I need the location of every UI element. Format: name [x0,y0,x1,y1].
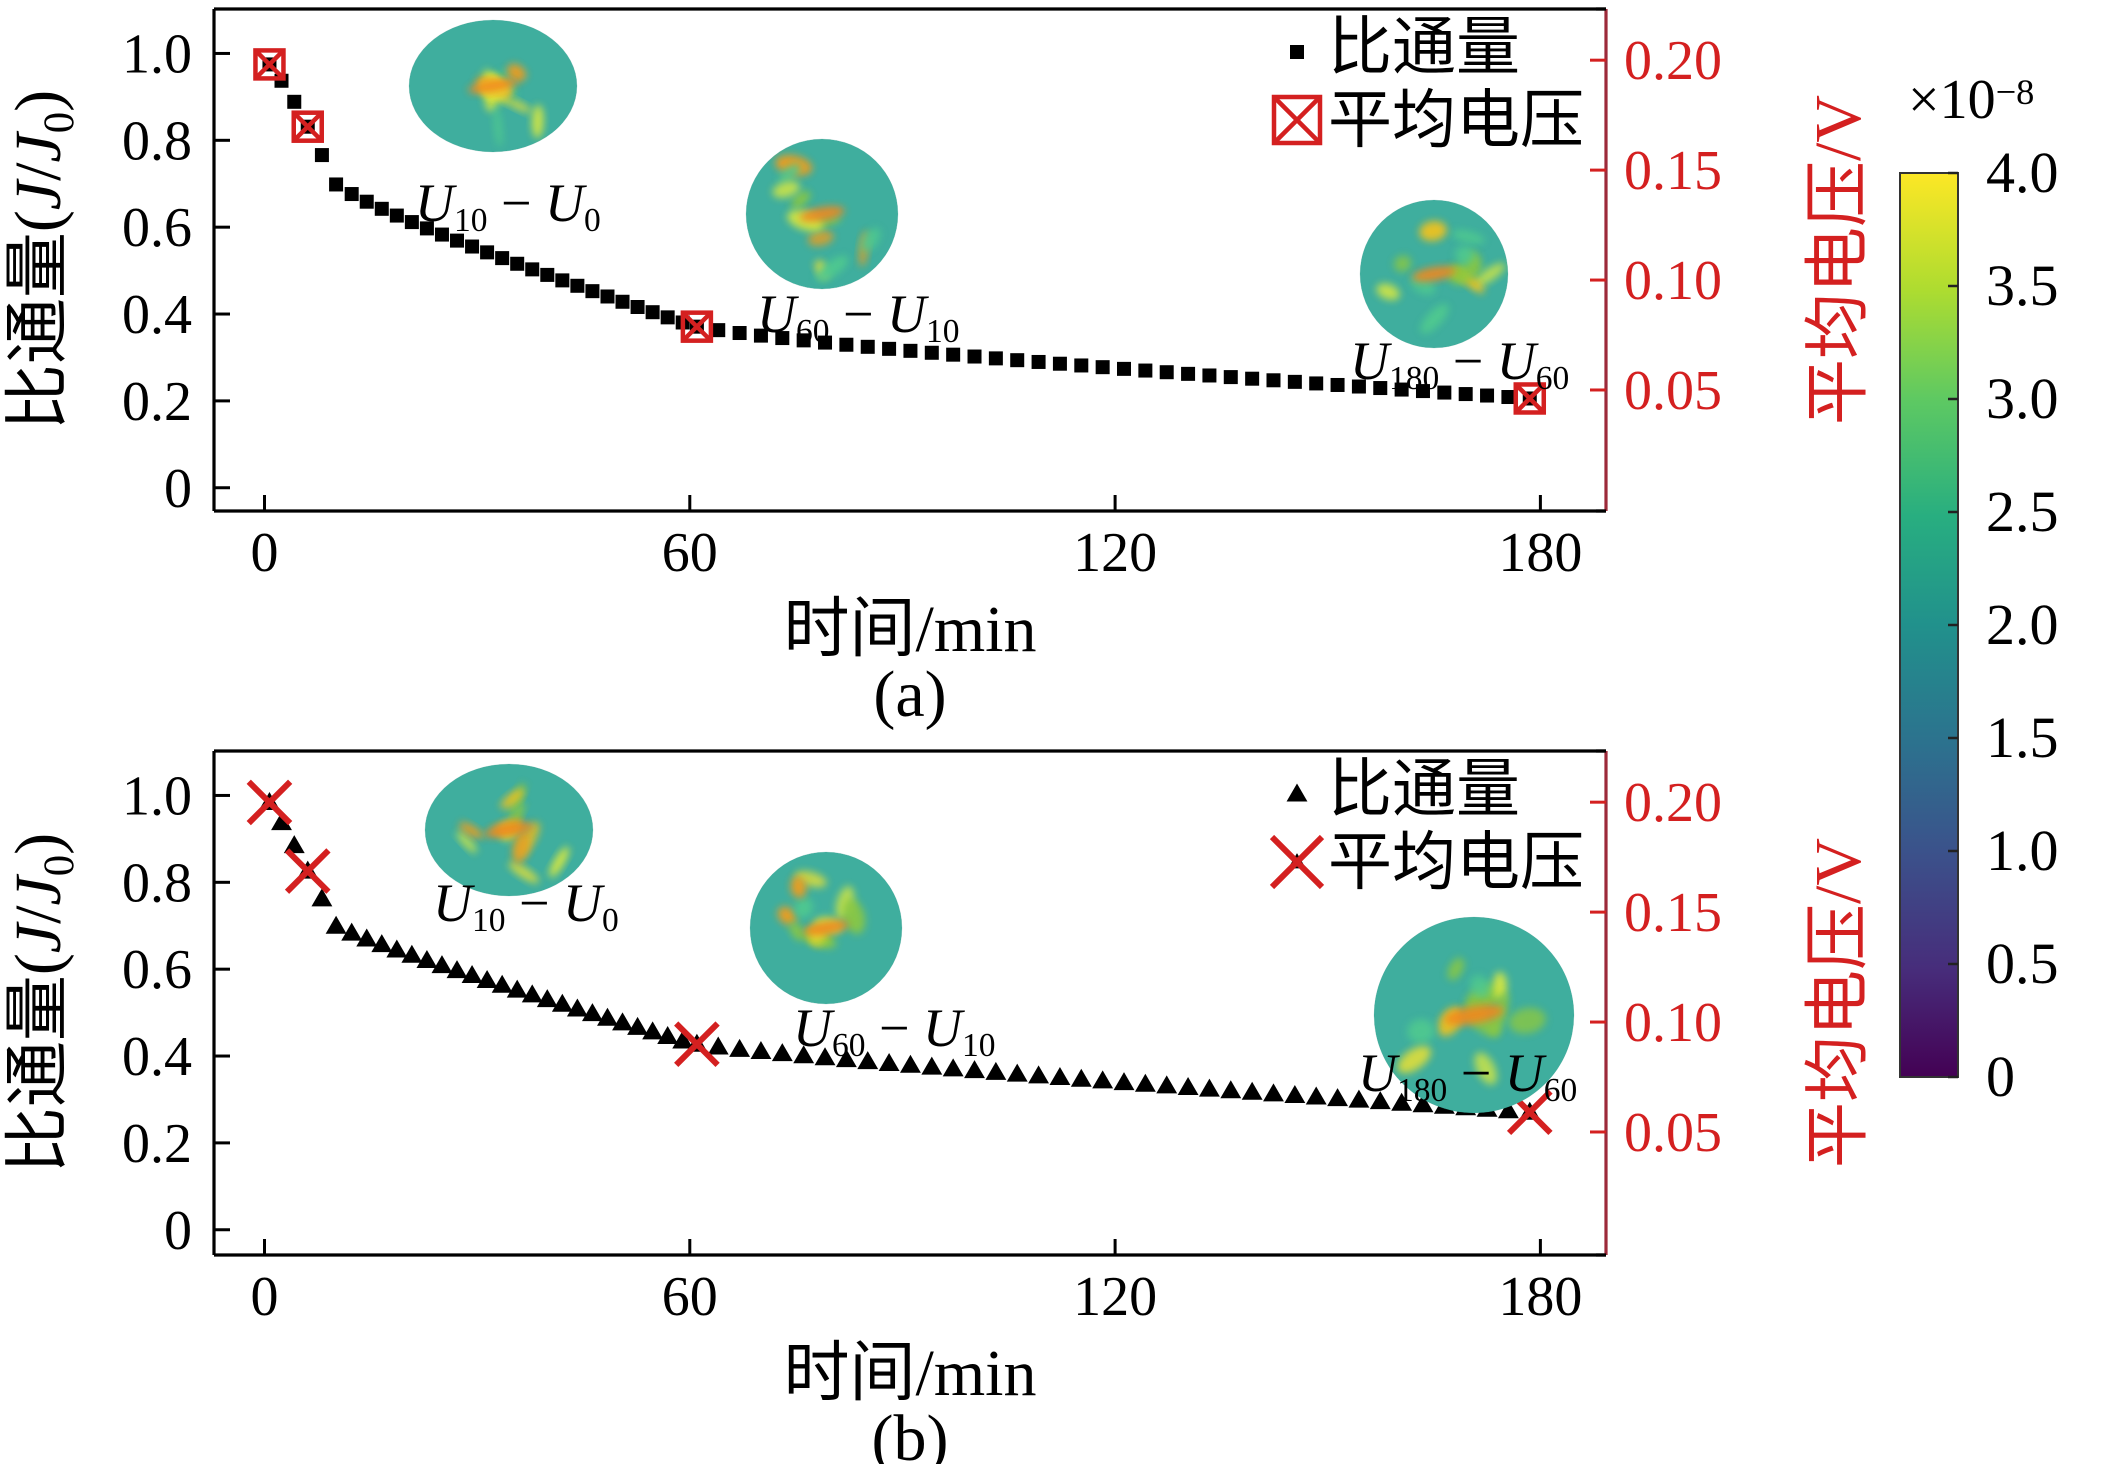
svg-text:0.20: 0.20 [1624,772,1722,834]
svg-text:0.2: 0.2 [122,371,192,433]
svg-text:1.0: 1.0 [122,765,192,827]
svg-text:0.6: 0.6 [122,197,192,259]
svg-text:平均电压/V: 平均电压/V [1802,95,1875,425]
svg-text:(b): (b) [872,1402,949,1464]
svg-text:0.8: 0.8 [122,110,192,172]
svg-text:3.0: 3.0 [1986,366,2059,431]
svg-text:时间/min: 时间/min [783,593,1036,666]
svg-text:60: 60 [662,522,718,584]
svg-text:平均电压/V: 平均电压/V [1802,838,1875,1168]
svg-text:比通量: 比通量 [1328,12,1520,83]
svg-text:0.4: 0.4 [122,1026,192,1088]
svg-text:比通量(J/J0): 比通量(J/J0) [2,833,83,1173]
svg-text:2.0: 2.0 [1986,592,2059,657]
svg-text:平均电压: 平均电压 [1328,85,1584,156]
svg-text:0.05: 0.05 [1624,1102,1722,1164]
svg-text:U10 − U0: U10 − U0 [433,873,619,939]
svg-text:U60 − U10: U60 − U10 [793,998,995,1064]
svg-text:0: 0 [164,1200,192,1262]
svg-text:0.15: 0.15 [1624,882,1722,944]
svg-text:180: 180 [1498,1266,1582,1328]
svg-text:0.15: 0.15 [1624,140,1722,202]
svg-text:120: 120 [1073,1266,1157,1328]
svg-text:0.10: 0.10 [1624,992,1722,1054]
svg-text:时间/min: 时间/min [783,1337,1036,1410]
svg-text:120: 120 [1073,522,1157,584]
svg-text:U180 − U60: U180 − U60 [1350,331,1569,397]
svg-text:1.5: 1.5 [1986,705,2059,770]
svg-text:1.0: 1.0 [122,23,192,85]
svg-text:平均电压: 平均电压 [1328,827,1584,898]
svg-text:0.20: 0.20 [1624,30,1722,92]
svg-text:0: 0 [1986,1044,2015,1109]
svg-text:2.5: 2.5 [1986,479,2059,544]
svg-text:0.10: 0.10 [1624,250,1722,312]
svg-text:0: 0 [251,522,279,584]
svg-text:比通量(J/J0): 比通量(J/J0) [2,90,83,430]
svg-text:0.4: 0.4 [122,284,192,346]
svg-text:0.2: 0.2 [122,1113,192,1175]
svg-text:60: 60 [662,1266,718,1328]
svg-text:1.0: 1.0 [1986,818,2059,883]
svg-text:3.5: 3.5 [1986,253,2059,318]
svg-text:(a): (a) [873,658,946,731]
svg-text:180: 180 [1498,522,1582,584]
svg-text:×10−8: ×10−8 [1908,69,2034,131]
svg-text:0.6: 0.6 [122,939,192,1001]
svg-text:0.5: 0.5 [1986,931,2059,996]
svg-text:0.05: 0.05 [1624,360,1722,422]
svg-text:U10 − U0: U10 − U0 [415,173,601,239]
svg-text:4.0: 4.0 [1986,140,2059,205]
svg-text:0: 0 [251,1266,279,1328]
svg-text:0: 0 [164,458,192,520]
svg-text:U60 − U10: U60 − U10 [757,284,959,350]
svg-text:0.8: 0.8 [122,852,192,914]
svg-text:比通量: 比通量 [1328,754,1520,825]
